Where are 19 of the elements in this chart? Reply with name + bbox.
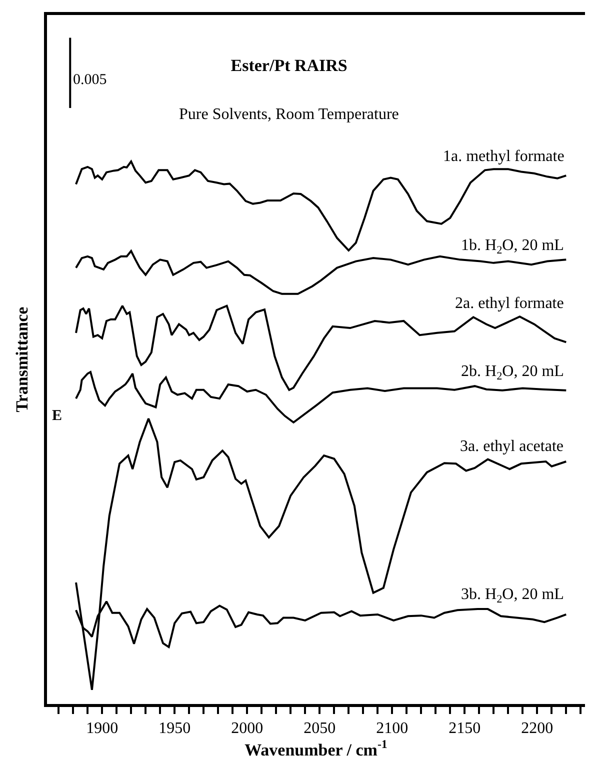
series-label: 2b. H$_{2}$O, 20 mL	[461, 363, 564, 382]
series-label: 1a. methyl formate	[443, 148, 564, 165]
series-label: 1b. H$_{2}$O, 20 mL	[461, 237, 564, 256]
x-tick-label: 1900	[86, 720, 118, 738]
chart-title: Ester/Pt RAIRS	[230, 56, 348, 75]
annotation: E	[52, 408, 62, 424]
series-label: 2a. ethyl formate	[455, 295, 564, 312]
chart-subtitle: Pure Solvents, Room Temperature	[179, 106, 399, 123]
series-label: 3a. ethyl acetate	[460, 438, 564, 455]
y-axis-title: Transmittance	[12, 306, 32, 412]
x-tick-label: 2200	[521, 720, 554, 738]
x-tick-label: 1950	[158, 720, 191, 738]
x-tick-label: 2150	[448, 720, 481, 738]
x-axis-title: Wavenumber / cm$^{-1}$	[244, 737, 388, 760]
text: 0.005	[73, 72, 107, 88]
series-label: 3b. H$_{2}$O, 20 mL	[461, 586, 564, 606]
x-tick-label: 2100	[376, 720, 408, 738]
x-tick-label: 2000	[231, 720, 264, 738]
x-tick-label: 2050	[304, 720, 336, 738]
